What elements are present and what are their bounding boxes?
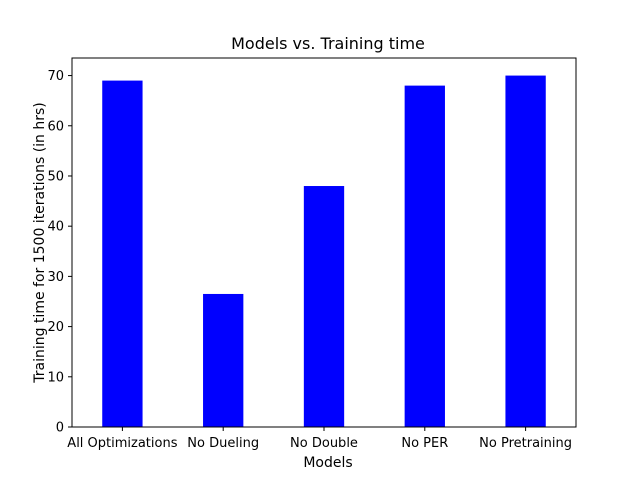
y-tick-label: 60 xyxy=(47,119,64,134)
y-tick-label: 30 xyxy=(47,270,64,285)
plot-frame xyxy=(71,57,577,428)
x-tick-label: No Double xyxy=(290,436,358,451)
y-axis-ticks: 0 10 20 30 40 50 60 70 xyxy=(47,69,72,436)
y-tick-label: 40 xyxy=(47,220,64,235)
y-tick-label: 20 xyxy=(47,320,64,335)
y-tick-label: 10 xyxy=(47,370,64,385)
bar xyxy=(404,85,445,427)
bar xyxy=(203,293,244,427)
y-tick-label: 50 xyxy=(47,169,64,184)
bar xyxy=(303,186,345,427)
y-axis-label: Training time for 1500 iterations (in hr… xyxy=(32,102,48,384)
y-tick-label: 0 xyxy=(56,421,64,436)
bar xyxy=(102,80,143,428)
bar xyxy=(505,75,546,428)
x-tick-label: No PER xyxy=(401,436,448,451)
x-tick-label: All Optimizations xyxy=(67,436,177,451)
y-tick-label: 70 xyxy=(47,69,64,84)
bars-group xyxy=(102,75,546,428)
x-tick-label: No Dueling xyxy=(187,436,259,451)
x-axis-label: Models xyxy=(303,455,352,471)
x-tick-label: No Pretraining xyxy=(479,436,572,451)
chart-title: Models vs. Training time xyxy=(231,34,425,53)
x-axis-ticks: All Optimizations No Dueling No Double No P… xyxy=(67,427,572,451)
